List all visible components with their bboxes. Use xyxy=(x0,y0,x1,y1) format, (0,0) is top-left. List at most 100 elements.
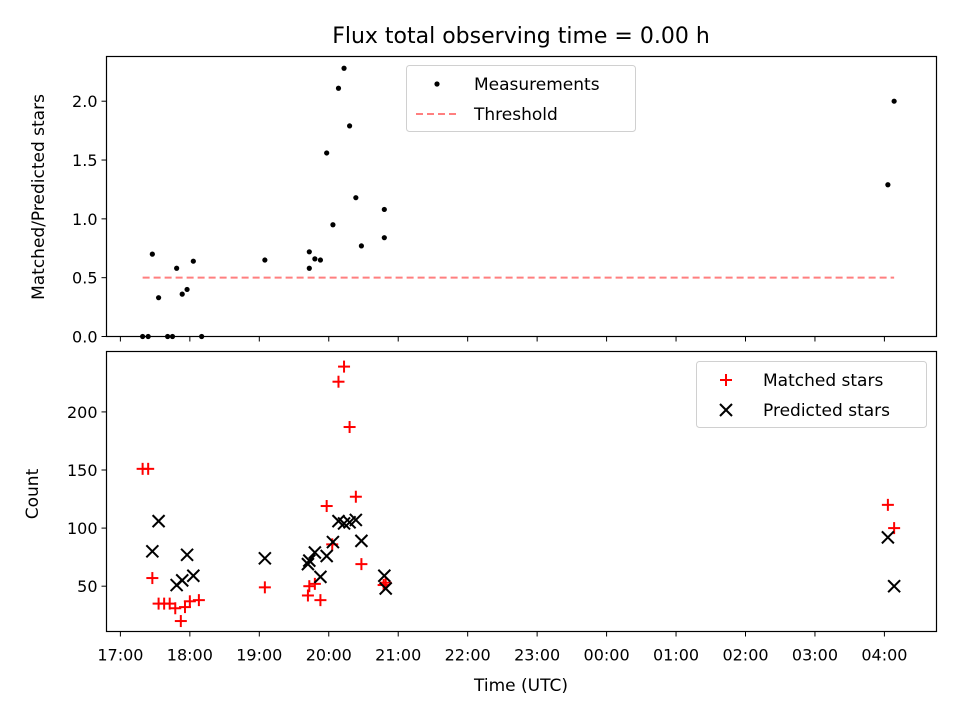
top-y-tick-label: 1.0 xyxy=(72,210,97,229)
predicted-star-point xyxy=(151,514,166,528)
measurement-point xyxy=(324,150,330,156)
measurement-point xyxy=(353,195,359,201)
x-tick-label: 23:00 xyxy=(514,646,560,665)
measurement-point xyxy=(358,243,365,249)
bottom-panel: 50 100 150 200 17:00 18:00 19:00 20:00 21:00 22:… xyxy=(23,350,938,696)
bottom-x-ticks: 17:00 18:00 19:00 20:00 21:00 22:00 23:00 00:00… xyxy=(97,631,907,665)
matched-star-point xyxy=(174,615,187,628)
predicted-star-point xyxy=(175,573,189,588)
legend-measurements-marker xyxy=(434,81,440,87)
bottom-y-ticks: 50 100 150 200 xyxy=(67,403,107,596)
bottom-y-tick-label: 50 xyxy=(77,577,97,596)
predicted-star-point xyxy=(145,544,160,559)
predicted-star-point xyxy=(319,549,334,563)
matched-star-point xyxy=(338,360,351,373)
matched-star-point xyxy=(169,602,182,615)
top-y-tick-label: 2.0 xyxy=(72,92,97,111)
matched-star-point xyxy=(303,580,316,593)
measurement-point xyxy=(891,98,897,104)
measurement-point xyxy=(306,249,312,255)
measurement-point xyxy=(381,206,387,213)
measurement-point xyxy=(335,85,342,91)
top-marks xyxy=(140,65,897,340)
x-tick-label: 22:00 xyxy=(445,646,491,665)
x-tick-label: 01:00 xyxy=(653,646,699,665)
predicted-star-point xyxy=(186,569,201,583)
top-plot-frame xyxy=(105,55,938,338)
top-y-axis-label: Matched/Predicted stars xyxy=(29,94,49,300)
matched-star-point xyxy=(258,581,271,594)
x-axis-label: Time (UTC) xyxy=(473,676,568,696)
top-y-ticks: 0.0 0.5 1.0 1.5 2.0 xyxy=(72,92,107,347)
x-tick-label: 21:00 xyxy=(375,646,421,665)
predicted-star-point xyxy=(881,530,895,545)
matched-star-point xyxy=(320,500,333,513)
measurement-point xyxy=(317,257,324,263)
measurement-point xyxy=(330,222,336,228)
predicted-star-point xyxy=(301,557,315,571)
legend-measurements-label: Measurements xyxy=(474,75,600,95)
legend-threshold-label: Threshold xyxy=(473,105,558,125)
top-x-ticks xyxy=(119,336,885,342)
measurement-point xyxy=(149,251,155,257)
matched-star-point xyxy=(881,498,894,511)
matched-star-point xyxy=(379,576,392,589)
top-chart-title: Flux total observing time = 0.00 h xyxy=(332,24,710,49)
top-y-tick-label: 0.5 xyxy=(72,269,97,288)
x-tick-label: 20:00 xyxy=(306,646,352,665)
predicted-star-point xyxy=(313,570,328,584)
predicted-star-point xyxy=(308,545,322,560)
matched-star-point xyxy=(183,595,196,608)
matched-star-point xyxy=(355,558,368,571)
predicted-star-point xyxy=(326,535,340,549)
measurement-point xyxy=(312,256,318,262)
predicted-star-point xyxy=(349,513,363,527)
measurement-point xyxy=(262,257,268,263)
predicted-star-point xyxy=(379,581,393,596)
matched-star-point xyxy=(349,490,362,503)
measurement-point xyxy=(381,235,387,241)
measurement-point xyxy=(155,295,162,301)
x-tick-label: 19:00 xyxy=(236,646,282,665)
bottom-legend-box xyxy=(696,361,927,428)
measurement-point xyxy=(346,123,353,129)
top-legend[interactable]: Measurements Threshold xyxy=(406,65,636,132)
matched-star-point xyxy=(146,572,159,585)
measurement-point xyxy=(190,258,196,264)
top-panel: 0.00.51.01.52.0 Matched/Predicted stars … xyxy=(29,55,938,347)
bottom-marks xyxy=(136,360,901,628)
measurement-point xyxy=(174,265,180,271)
legend-matched-label: Matched stars xyxy=(763,371,883,391)
predicted-star-point xyxy=(180,548,194,562)
bottom-legend[interactable]: Matched stars Predicted stars xyxy=(696,361,927,428)
bottom-y-tick-label: 100 xyxy=(67,519,98,538)
predicted-star-point xyxy=(258,551,272,566)
bottom-y-tick-label: 200 xyxy=(67,403,98,422)
x-tick-label: 18:00 xyxy=(167,646,213,665)
x-tick-label: 02:00 xyxy=(722,646,768,665)
x-tick-label: 00:00 xyxy=(584,646,630,665)
matched-star-point xyxy=(332,375,345,388)
measurement-point xyxy=(184,286,190,293)
bottom-plot-frame xyxy=(105,350,938,633)
x-tick-label: 03:00 xyxy=(792,646,838,665)
measurement-point xyxy=(885,182,891,188)
predicted-star-point xyxy=(887,579,901,593)
predicted-star-point xyxy=(354,534,369,548)
legend-predicted-marker xyxy=(719,403,733,417)
measurement-point xyxy=(341,65,347,71)
top-legend-box xyxy=(406,65,636,132)
matched-star-point xyxy=(142,462,155,475)
x-tick-label: 04:00 xyxy=(861,646,907,665)
measurement-point xyxy=(179,291,185,297)
bottom-y-axis-label: Count xyxy=(23,468,43,519)
matched-star-point xyxy=(343,421,356,434)
matched-star-point xyxy=(301,589,314,602)
top-y-tick-label: 0.0 xyxy=(72,328,97,347)
predicted-star-point xyxy=(377,569,392,583)
matched-star-point xyxy=(314,594,327,607)
matched-star-point xyxy=(192,594,205,607)
bottom-y-tick-label: 150 xyxy=(67,461,98,480)
matched-star-point xyxy=(308,577,321,590)
